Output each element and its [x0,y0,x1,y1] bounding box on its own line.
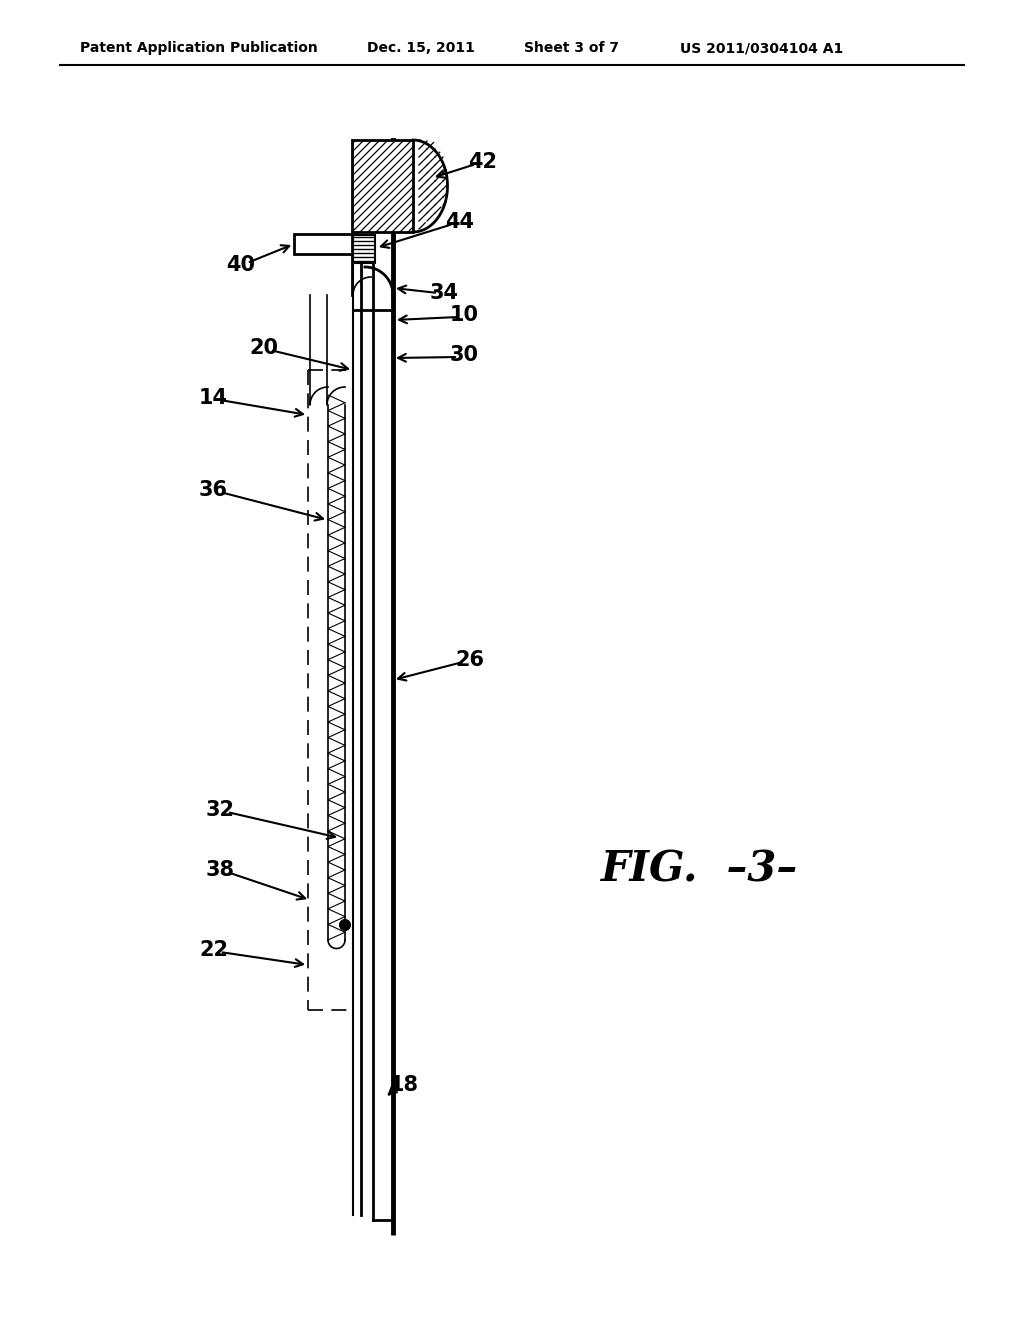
Bar [353,235,375,263]
Bar [294,234,352,253]
Text: 26: 26 [455,649,484,671]
Text: Dec. 15, 2011: Dec. 15, 2011 [367,41,475,55]
Bar [352,140,413,232]
Text: 42: 42 [468,152,497,172]
Text: 34: 34 [430,282,459,304]
Text: US 2011/0304104 A1: US 2011/0304104 A1 [680,41,843,55]
Text: Patent Application Publication: Patent Application Publication [80,41,317,55]
Text: 40: 40 [226,255,255,275]
Text: 22: 22 [199,940,228,960]
Circle shape [340,920,350,931]
Text: 10: 10 [450,305,479,325]
Text: 36: 36 [199,480,228,500]
Bar [352,140,413,232]
Text: 14: 14 [199,388,228,408]
Text: 20: 20 [249,338,278,358]
Text: 44: 44 [445,213,474,232]
Text: FIG.  –3–: FIG. –3– [601,849,799,891]
Text: 32: 32 [206,800,234,820]
Text: Sheet 3 of 7: Sheet 3 of 7 [524,41,618,55]
Text: 18: 18 [390,1074,419,1096]
Text: 30: 30 [450,345,479,366]
Polygon shape [413,140,447,232]
Text: 38: 38 [206,861,234,880]
